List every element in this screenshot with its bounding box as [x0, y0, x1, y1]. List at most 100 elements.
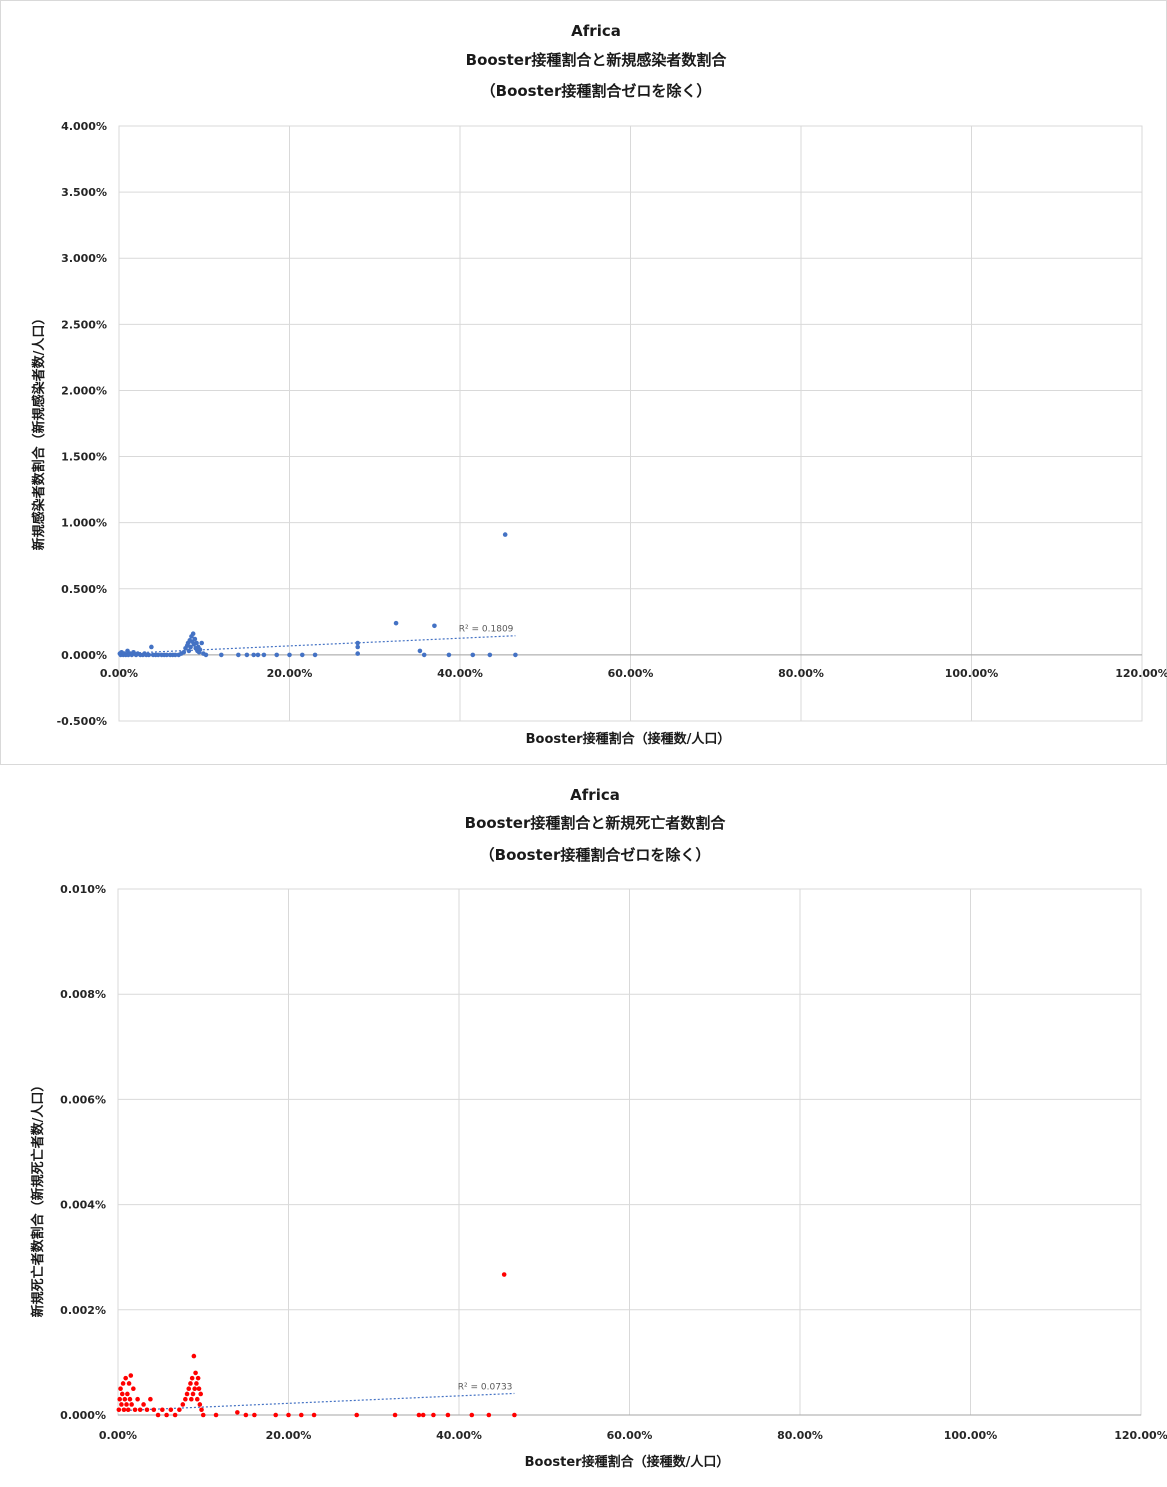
data-point: [274, 652, 280, 658]
data-point: [420, 1412, 426, 1418]
data-point: [124, 1402, 129, 1407]
y-tick-label: 0.000%: [61, 649, 107, 662]
data-point: [122, 1396, 128, 1402]
y-tick-label: 1.500%: [61, 451, 107, 464]
x-tick-label: 60.00%: [608, 667, 654, 680]
data-point: [299, 652, 305, 658]
death-chart-panel: Africa Booster接種割合と新規死亡者数割合 （Booster接種割合…: [0, 768, 1167, 1483]
chart-title-line-2: Booster接種割合と新規死亡者数割合: [465, 814, 727, 832]
x-tick-label: 20.00%: [266, 1429, 312, 1442]
data-point: [149, 644, 154, 650]
data-point: [148, 1396, 153, 1402]
data-point: [213, 1412, 219, 1418]
data-point: [164, 652, 170, 658]
data-point: [127, 1396, 133, 1402]
data-point: [311, 1412, 317, 1418]
data-point: [119, 1402, 124, 1407]
data-point: [416, 1412, 422, 1418]
data-point: [487, 652, 493, 658]
y-tick-label: 1.000%: [61, 517, 107, 530]
y-tick-label: 0.008%: [60, 988, 106, 1001]
data-point: [446, 652, 452, 658]
death-scatter-chart: Africa Booster接種割合と新規死亡者数割合 （Booster接種割合…: [30, 786, 1167, 1470]
data-point: [513, 652, 518, 658]
y-tick-label: 3.000%: [61, 252, 107, 265]
x-tick-label: 100.00%: [944, 1429, 997, 1442]
data-point: [392, 1412, 398, 1418]
data-point: [312, 652, 318, 658]
x-tick-label: 80.00%: [777, 1429, 823, 1442]
chart-title-line-3: （Booster接種割合ゼロを除く）: [481, 82, 712, 100]
data-point: [393, 620, 399, 626]
data-point: [172, 1412, 178, 1418]
data-point: [287, 652, 292, 658]
data-point: [252, 1412, 257, 1418]
data-point: [183, 1396, 188, 1402]
data-point: [501, 1272, 507, 1277]
data-point: [197, 647, 203, 652]
data-point: [236, 652, 241, 658]
infection-chart-panel: Africa Booster接種割合と新規感染者数割合 （Booster接種割合…: [0, 0, 1167, 765]
data-point: [131, 1386, 136, 1391]
data-point: [132, 1407, 138, 1413]
plot-area: -0.500% 0.000% 0.500% 1.000% 1.500% 2.000% 2.5…: [57, 120, 1167, 728]
data-point: [273, 1412, 279, 1418]
data-point: [251, 652, 256, 658]
data-point: [194, 640, 199, 646]
x-axis-label: Booster接種割合（接種数/人口）: [525, 1454, 730, 1470]
data-point: [188, 644, 193, 650]
data-point: [116, 1407, 122, 1413]
y-tick-label: 0.002%: [60, 1304, 106, 1317]
data-point: [195, 1375, 201, 1381]
data-point: [189, 1396, 194, 1402]
data-point: [188, 1381, 193, 1386]
data-point: [121, 1407, 127, 1413]
data-point: [190, 1391, 196, 1397]
data-point: [155, 652, 161, 658]
data-point: [502, 532, 508, 537]
data-point: [190, 631, 196, 637]
x-tick-label: 0.00%: [100, 667, 138, 680]
data-point: [194, 1381, 199, 1386]
data-point: [120, 1381, 126, 1386]
data-point: [151, 1407, 157, 1413]
data-point: [168, 1407, 174, 1413]
data-point: [146, 652, 152, 658]
data-point: [164, 1412, 169, 1418]
data-point: [355, 651, 361, 656]
data-point: [192, 1386, 198, 1391]
data-point: [200, 1412, 206, 1418]
data-point: [117, 1396, 123, 1402]
x-tick-label: 40.00%: [437, 667, 483, 680]
data-point: [286, 1412, 291, 1418]
data-point: [135, 1396, 140, 1402]
x-tick-label: 20.00%: [267, 667, 313, 680]
data-point: [261, 652, 267, 658]
data-point: [244, 652, 250, 658]
y-tick-label: 2.500%: [61, 318, 107, 331]
data-point: [355, 640, 361, 646]
data-point: [198, 1391, 203, 1397]
infection-scatter-chart: Africa Booster接種割合と新規感染者数割合 （Booster接種割合…: [31, 22, 1167, 747]
trendline: [118, 635, 516, 655]
data-point: [129, 1402, 134, 1407]
data-point: [445, 1412, 451, 1418]
x-tick-label: 0.00%: [99, 1429, 137, 1442]
x-tick-label: 120.00%: [1115, 667, 1167, 680]
y-axis-label: 新規感染者数割合（新規感染者数/人口）: [31, 312, 47, 551]
data-point: [199, 640, 204, 646]
data-point: [180, 1402, 186, 1407]
data-point: [144, 1407, 150, 1413]
data-point: [512, 1412, 517, 1418]
data-point: [160, 1407, 165, 1413]
y-tick-label: 0.004%: [60, 1199, 106, 1212]
data-point: [126, 1381, 132, 1386]
y-tick-label: 0.000%: [60, 1409, 106, 1422]
data-point: [194, 1396, 200, 1402]
data-point: [191, 1353, 197, 1359]
data-point: [196, 1386, 202, 1391]
y-tick-label: 3.500%: [61, 186, 107, 199]
data-point: [197, 1402, 203, 1407]
data-point: [243, 1412, 249, 1418]
y-tick-label: 0.500%: [61, 583, 107, 596]
